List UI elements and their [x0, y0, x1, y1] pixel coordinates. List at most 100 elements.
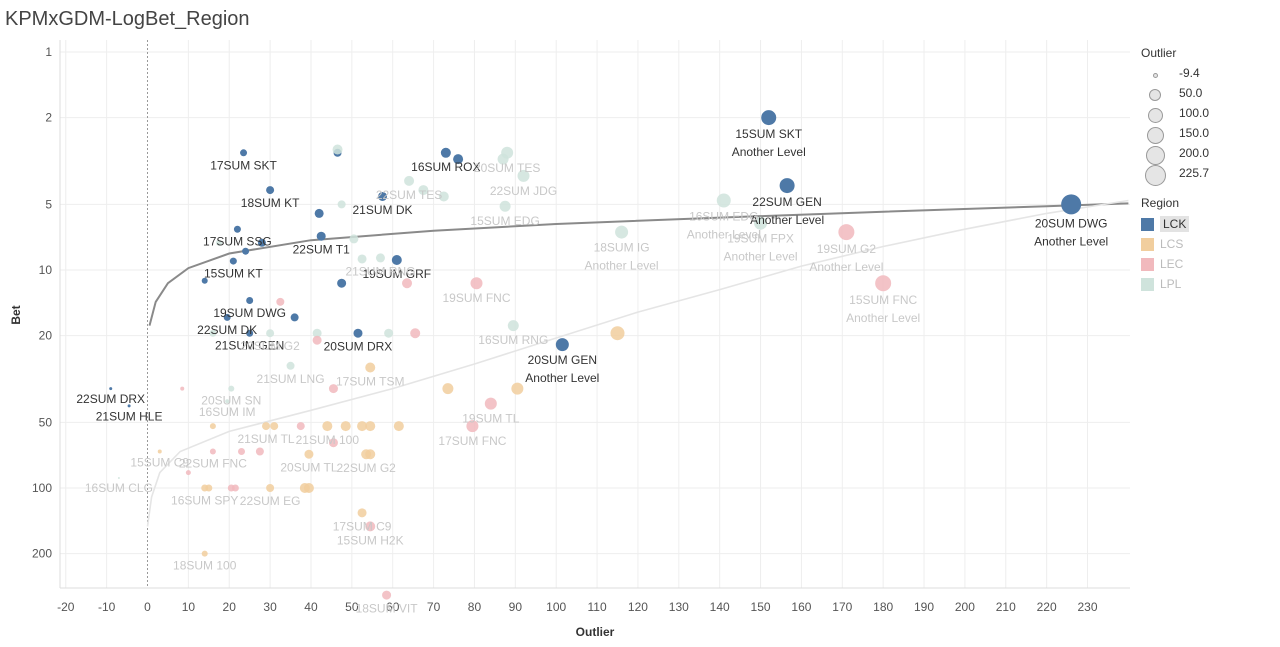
data-point-lcs[interactable]	[205, 484, 213, 492]
data-point-lck[interactable]	[242, 247, 250, 255]
data-point-lck[interactable]	[229, 257, 237, 265]
data-point-lpl[interactable]	[225, 399, 230, 404]
data-points[interactable]	[109, 110, 1082, 600]
data-point-lpl[interactable]	[615, 225, 629, 239]
data-point-lec[interactable]	[328, 384, 338, 394]
data-point-lec[interactable]	[410, 328, 421, 339]
data-point-lck[interactable]	[378, 191, 388, 201]
data-point-lck[interactable]	[316, 231, 326, 241]
data-point-lpl[interactable]	[349, 234, 359, 244]
data-point-lec[interactable]	[875, 275, 892, 292]
data-point-lcs[interactable]	[266, 484, 275, 492]
data-point-lck[interactable]	[290, 313, 299, 322]
data-point-lck[interactable]	[233, 225, 241, 233]
data-point-lec[interactable]	[180, 386, 185, 391]
data-point-lck[interactable]	[127, 404, 131, 408]
data-point-lck[interactable]	[223, 313, 231, 321]
data-point-lpl[interactable]	[286, 361, 295, 370]
data-point-lec[interactable]	[466, 420, 479, 433]
y-tick-label: 10	[39, 263, 53, 277]
data-point-lck[interactable]	[240, 149, 248, 157]
data-point-lpl[interactable]	[497, 153, 509, 165]
data-point-lck[interactable]	[1061, 194, 1082, 215]
data-point-lck[interactable]	[761, 110, 777, 126]
data-point-lcs[interactable]	[209, 423, 216, 430]
data-point-lec[interactable]	[312, 335, 322, 345]
data-point-lck[interactable]	[201, 277, 208, 284]
data-point-lcs[interactable]	[303, 483, 314, 493]
data-point-lck[interactable]	[391, 255, 402, 266]
data-point-lec[interactable]	[382, 590, 392, 600]
data-point-lcs[interactable]	[365, 421, 376, 432]
data-point-lec[interactable]	[185, 470, 191, 476]
data-point-lcs[interactable]	[610, 326, 625, 341]
data-point-lck[interactable]	[453, 154, 464, 165]
data-point-lec[interactable]	[209, 448, 216, 455]
x-tick-label: 120	[628, 600, 648, 614]
region-legend-item-lck[interactable]: LCK	[1141, 214, 1190, 234]
data-point-lec[interactable]	[402, 278, 413, 289]
data-point-lcs[interactable]	[365, 362, 376, 373]
data-point-lcs[interactable]	[157, 449, 162, 454]
data-point-lec[interactable]	[838, 224, 855, 241]
data-point-lcs[interactable]	[262, 422, 271, 431]
data-point-lec[interactable]	[238, 447, 246, 455]
data-point-lck[interactable]	[353, 328, 363, 338]
data-point-lcs[interactable]	[322, 421, 333, 432]
data-point-lcs[interactable]	[270, 422, 279, 431]
data-point-lcs[interactable]	[393, 421, 404, 432]
data-point-lck[interactable]	[266, 186, 275, 195]
data-point-lpl[interactable]	[404, 175, 415, 186]
data-point-lec[interactable]	[296, 422, 305, 431]
data-point-lcs[interactable]	[442, 383, 454, 395]
data-point-lcs[interactable]	[201, 550, 208, 557]
data-point-lcs[interactable]	[357, 508, 367, 518]
data-point-lck[interactable]	[246, 329, 254, 337]
data-point-lpl[interactable]	[337, 200, 346, 209]
data-point-lck[interactable]	[555, 338, 569, 352]
data-point-lec[interactable]	[484, 397, 497, 410]
region-legend-item-lcs[interactable]: LCS	[1141, 234, 1189, 254]
data-point-lec[interactable]	[276, 297, 285, 306]
data-point-lpl[interactable]	[209, 329, 217, 337]
data-point-lcs[interactable]	[357, 421, 368, 432]
data-point-lec[interactable]	[470, 277, 483, 290]
size-legend-label: 50.0	[1179, 86, 1203, 100]
data-point-lpl[interactable]	[517, 169, 530, 182]
data-point-lck[interactable]	[779, 178, 795, 194]
data-point-lpl[interactable]	[117, 477, 120, 480]
data-point-lpl[interactable]	[507, 320, 519, 332]
data-point-lec[interactable]	[255, 447, 264, 456]
data-point-lcs[interactable]	[340, 421, 351, 432]
data-point-lpl[interactable]	[216, 239, 223, 246]
region-legend-item-lec[interactable]: LEC	[1141, 254, 1189, 274]
data-point-lck[interactable]	[440, 147, 451, 158]
data-point-lpl[interactable]	[312, 328, 322, 338]
region-legend-item-lpl[interactable]: LPL	[1141, 274, 1189, 294]
data-point-lck[interactable]	[337, 278, 347, 288]
data-point-lck[interactable]	[314, 208, 324, 218]
data-point-lpl[interactable]	[266, 329, 275, 338]
data-point-lec[interactable]	[231, 484, 239, 492]
data-point-lcs[interactable]	[304, 449, 314, 459]
data-point-lpl[interactable]	[499, 200, 511, 212]
data-point-lpl[interactable]	[716, 193, 731, 208]
data-point-lpl[interactable]	[384, 328, 394, 338]
point-label: 21SUM HLE	[96, 409, 163, 423]
region-legend[interactable]: LCK LCS LEC LPL	[1141, 214, 1190, 294]
data-point-lec[interactable]	[365, 521, 376, 532]
data-point-lpl[interactable]	[332, 144, 343, 155]
data-point-lck[interactable]	[246, 296, 254, 304]
data-point-lpl[interactable]	[754, 216, 768, 230]
data-point-lcs[interactable]	[511, 382, 524, 395]
data-point-lck[interactable]	[109, 387, 113, 391]
data-point-lpl[interactable]	[228, 385, 235, 392]
data-point-lcs[interactable]	[365, 449, 376, 460]
data-point-lpl[interactable]	[357, 254, 367, 264]
data-point-lck[interactable]	[257, 238, 266, 247]
data-point-lec[interactable]	[328, 438, 338, 448]
point-sublabel: Another Level	[732, 145, 806, 159]
data-point-lpl[interactable]	[438, 191, 449, 202]
data-point-lpl[interactable]	[418, 185, 429, 196]
data-point-lpl[interactable]	[375, 253, 385, 263]
